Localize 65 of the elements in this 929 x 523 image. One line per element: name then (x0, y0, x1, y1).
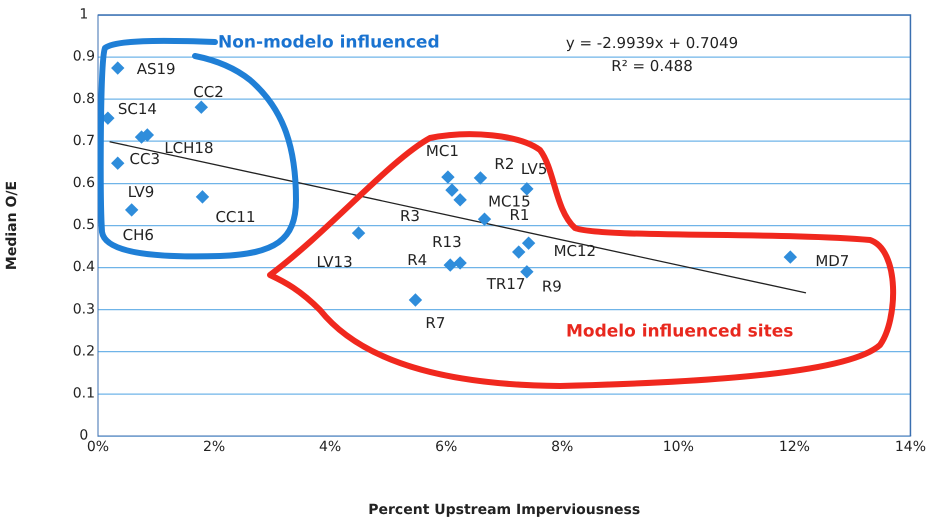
y-tick-label: 0.3 (72, 301, 95, 318)
annotation: Non-modelo influenced (218, 32, 440, 52)
y-tick-label: 0.9 (72, 48, 95, 65)
annotation: R1 (509, 206, 530, 224)
point (445, 184, 458, 197)
y-tick-label: 0.1 (72, 386, 95, 402)
x-axis-title: Percent Upstream Imperviousness (368, 502, 640, 518)
annotation: R9 (542, 278, 562, 296)
point (111, 62, 124, 75)
point (520, 182, 534, 196)
annotation: R7 (425, 314, 446, 332)
annotation: R4 (407, 250, 428, 269)
point (784, 250, 797, 264)
point (512, 246, 526, 259)
point (196, 190, 209, 204)
annotation: CC2 (193, 83, 224, 102)
y-tick-label: 0 (79, 428, 88, 444)
annotation: R3 (400, 207, 420, 226)
y-tick-label: 0.7 (72, 132, 95, 149)
annotation: LV13 (316, 252, 353, 271)
point (522, 236, 536, 250)
x-tick-label: 6% (435, 439, 458, 456)
annotation: LV9 (128, 183, 154, 202)
x-tick-label: 14% (894, 439, 926, 456)
annotation: MC1 (426, 142, 459, 160)
y-tick-label: 0.4 (72, 259, 96, 276)
x-tick-label: 8% (551, 439, 574, 456)
annotation: y = -2.9939x + 0.7049 (566, 34, 738, 52)
point (520, 265, 534, 278)
annotation: LV5 (520, 160, 548, 178)
x-tick-label: 0% (86, 439, 110, 456)
annotation: CC11 (215, 208, 256, 226)
annotation: SC14 (118, 100, 157, 118)
x-tick-label: 12% (778, 439, 810, 456)
annotation: R2 (494, 154, 514, 173)
point (111, 156, 124, 170)
x-tick-label: 4% (319, 439, 342, 456)
y-axis-title: Median O/E (4, 180, 20, 270)
annotation: TR17 (486, 274, 526, 293)
y-tick-label: 1 (79, 6, 88, 23)
y-tick-label: 0.6 (72, 175, 96, 192)
y-tick-label: 0.2 (72, 343, 95, 360)
annotation: AS19 (136, 60, 176, 78)
y-tick-label: 0.5 (72, 217, 95, 234)
point (408, 294, 422, 307)
annotation: MC12 (554, 242, 596, 260)
annotation: R13 (432, 232, 462, 251)
point (474, 171, 487, 184)
point (454, 256, 467, 270)
annotation: Modelo influenced sites (566, 321, 794, 342)
point (478, 212, 491, 226)
x-tick-label: 2% (202, 439, 226, 456)
point (352, 226, 366, 240)
point (125, 203, 138, 216)
x-tick-label: 10% (662, 439, 694, 456)
y-tick-label: 0.8 (72, 90, 95, 107)
annotation: LCH18 (164, 138, 214, 157)
annotation: MD7 (815, 252, 850, 270)
point (454, 193, 467, 206)
annotation: CH6 (122, 226, 154, 244)
point (444, 258, 457, 272)
annotation: R² = 0.488 (611, 56, 693, 75)
point (441, 170, 454, 184)
point (194, 100, 208, 114)
annotation: CC3 (130, 150, 160, 168)
